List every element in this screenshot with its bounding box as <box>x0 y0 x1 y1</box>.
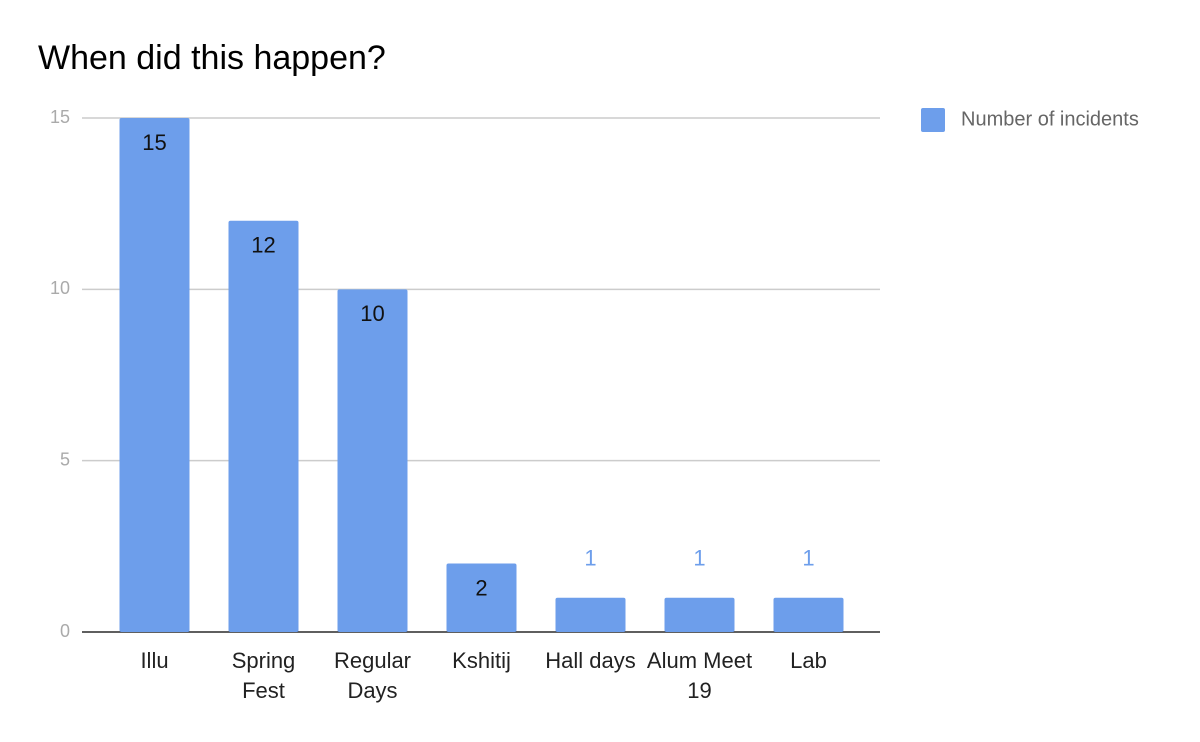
x-tick-label: Lab <box>790 648 827 673</box>
x-tick-label: Regular Days <box>333 648 412 703</box>
data-label: 15 <box>142 130 166 155</box>
chart-title: When did this happen? <box>38 39 386 77</box>
y-tick-label: 5 <box>60 449 70 469</box>
y-tick-label: 0 <box>60 621 70 641</box>
bar <box>664 597 735 632</box>
x-tick-label: Hall days <box>545 648 636 673</box>
bar <box>555 597 626 632</box>
bar <box>119 118 190 632</box>
bar <box>337 289 408 632</box>
bar <box>773 597 844 632</box>
y-tick-label: 15 <box>50 107 70 127</box>
x-tick-label: Spring Fest <box>231 648 296 703</box>
y-tick-label: 10 <box>50 278 70 298</box>
data-label: 1 <box>584 546 596 571</box>
data-label: 10 <box>360 301 384 326</box>
legend-swatch <box>921 108 945 132</box>
x-tick-label: Alum Meet 19 <box>646 648 753 703</box>
data-label: 1 <box>693 546 705 571</box>
legend-label: Number of incidents <box>961 108 1139 130</box>
x-tick-label: Illu <box>140 648 169 673</box>
data-label: 12 <box>251 233 275 258</box>
data-label: 2 <box>475 575 487 600</box>
bar <box>228 220 299 633</box>
bar <box>446 563 517 632</box>
data-label: 1 <box>802 546 814 571</box>
x-tick-label: Kshitij <box>452 648 511 673</box>
